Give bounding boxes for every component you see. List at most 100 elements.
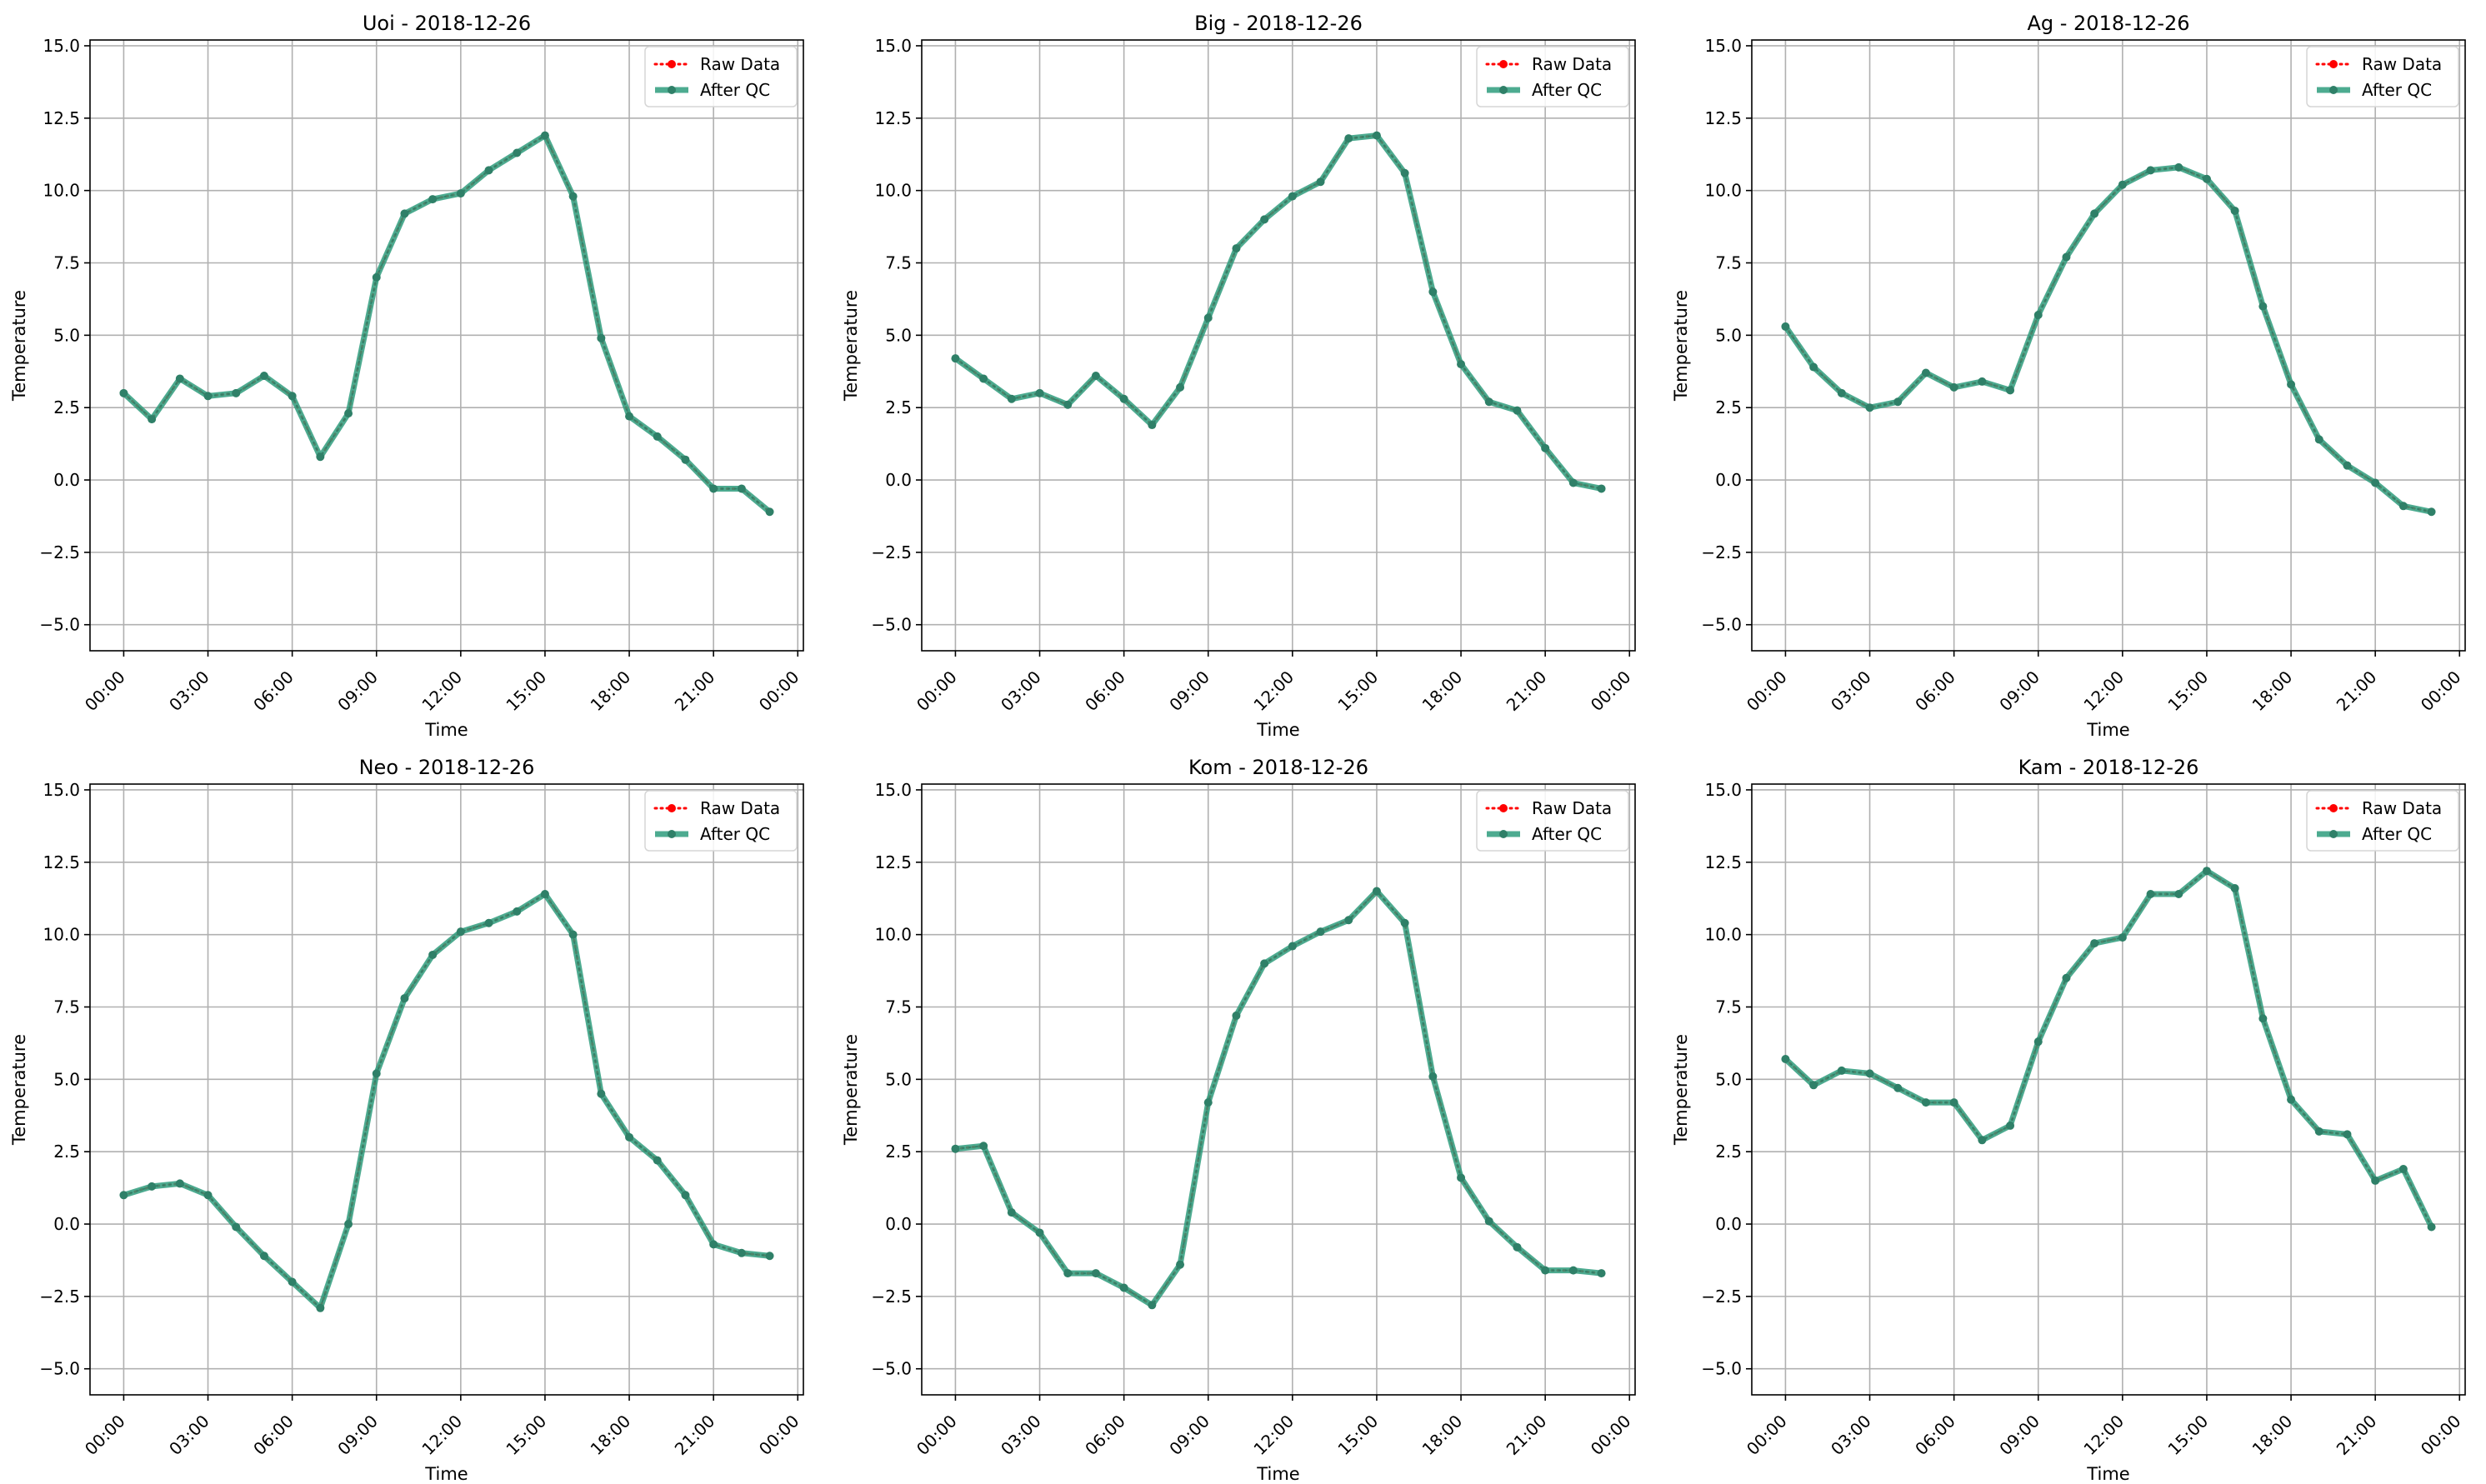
- after-qc-point: [1316, 927, 1325, 937]
- after-qc-point: [1400, 168, 1409, 177]
- series-line-after-qc: [1783, 867, 2434, 1229]
- after-qc-point: [148, 415, 157, 424]
- after-qc-point: [1865, 1069, 1874, 1078]
- series-line-after-qc: [1783, 164, 2433, 515]
- after-qc-point: [456, 189, 465, 198]
- after-qc-point: [288, 392, 297, 401]
- x-axis-label: Time: [1256, 1464, 1299, 1484]
- subplot-title: Ag - 2018-12-26: [2027, 12, 2189, 35]
- axes-frame: [89, 39, 804, 652]
- after-qc-point: [2258, 1014, 2268, 1023]
- x-tick-label: 15:00: [2164, 667, 2213, 715]
- series-line-after-qc: [123, 891, 770, 1312]
- legend-marker-after-qc: [668, 830, 676, 838]
- y-tick-label: 10.0: [874, 181, 912, 201]
- x-tick-label: 06:00: [1911, 1411, 1959, 1459]
- after-qc-point: [2314, 1127, 2323, 1136]
- after-qc-point: [203, 1191, 213, 1200]
- after-qc-point: [1288, 192, 1297, 201]
- y-axis-label: Temperature: [9, 290, 29, 402]
- y-tick-label: 10.0: [43, 181, 80, 201]
- y-tick-label: 7.5: [53, 997, 80, 1017]
- x-tick-label: 03:00: [1827, 667, 1875, 715]
- axes-frame: [89, 783, 804, 1396]
- axes-frame: [921, 783, 1636, 1396]
- after-qc-point: [1260, 215, 1269, 224]
- after-qc-point: [1203, 1098, 1213, 1107]
- after-qc-point: [400, 994, 409, 1003]
- legend-label-after-qc: After QC: [700, 824, 770, 844]
- subplot-title: Big - 2018-12-26: [1194, 12, 1363, 35]
- after-qc-point: [1176, 1260, 1185, 1269]
- after-qc-point: [316, 1303, 325, 1312]
- x-tick-label: 18:00: [1418, 1411, 1467, 1459]
- x-tick-label: 12:00: [418, 667, 466, 715]
- legend-label-after-qc: After QC: [2362, 80, 2432, 100]
- y-axis-label: Temperature: [1671, 1034, 1691, 1146]
- after-qc-point: [2118, 180, 2127, 189]
- legend-label-after-qc: After QC: [1532, 80, 1602, 100]
- after-qc-point: [1260, 959, 1269, 968]
- x-tick-label: 03:00: [165, 667, 213, 715]
- x-tick-label: 18:00: [1418, 667, 1467, 715]
- y-tick-label: 12.5: [1704, 852, 1742, 872]
- after-qc-point: [2287, 380, 2296, 389]
- after-qc-point: [1809, 1081, 1818, 1090]
- series-line-after-qc-dots: [123, 134, 771, 513]
- x-tick-label: 03:00: [997, 1411, 1045, 1459]
- y-tick-label: −5.0: [871, 1359, 912, 1379]
- after-qc-point: [568, 192, 578, 201]
- after-qc-point: [2090, 939, 2099, 948]
- after-qc-point: [2202, 174, 2211, 183]
- after-qc-point: [1203, 313, 1213, 322]
- y-tick-label: 10.0: [43, 925, 80, 945]
- y-tick-label: 10.0: [1704, 925, 1742, 945]
- after-qc-point: [765, 1252, 774, 1261]
- x-tick-label: 06:00: [1081, 667, 1129, 715]
- y-tick-label: 2.5: [1715, 397, 1742, 417]
- after-qc-point: [979, 374, 988, 383]
- series-line-raw-data: [953, 134, 1603, 490]
- x-tick-label: 06:00: [249, 667, 298, 715]
- x-tick-label: 09:00: [1995, 1411, 2043, 1459]
- after-qc-point: [2314, 435, 2323, 444]
- x-tick-label: 06:00: [249, 1411, 298, 1459]
- after-qc-point: [1035, 388, 1044, 397]
- y-tick-label: 15.0: [1704, 36, 1742, 56]
- legend-marker-raw-data: [2329, 804, 2338, 812]
- after-qc-point: [1597, 484, 1606, 493]
- after-qc-point: [428, 950, 438, 959]
- after-qc-point: [1541, 1266, 1550, 1275]
- after-qc-point: [1568, 1266, 1578, 1275]
- y-tick-label: 5.0: [1715, 325, 1742, 345]
- x-tick-label: 12:00: [2079, 1411, 2128, 1459]
- x-tick-label: 00:00: [913, 667, 961, 715]
- y-tick-label: 2.5: [53, 397, 80, 417]
- after-qc-point: [1541, 443, 1550, 452]
- x-tick-label: 21:00: [671, 1411, 719, 1459]
- after-qc-point: [1344, 134, 1353, 143]
- x-tick-label: 00:00: [1743, 1411, 1791, 1459]
- after-qc-point: [2006, 386, 2015, 395]
- legend-label-after-qc: After QC: [1532, 824, 1602, 844]
- after-qc-point: [2146, 890, 2155, 899]
- legend-marker-after-qc: [1499, 830, 1508, 838]
- legend: Raw Data After QC: [644, 46, 798, 107]
- after-qc-point: [428, 195, 438, 204]
- x-tick-label: 21:00: [2333, 1411, 2381, 1459]
- after-qc-point: [1091, 371, 1100, 380]
- x-tick-label: 03:00: [1827, 1411, 1875, 1459]
- subplot-title: Kom - 2018-12-26: [1188, 756, 1368, 779]
- legend: Raw Data After QC: [2306, 790, 2459, 852]
- series-line-after-qc-dots: [1784, 166, 2432, 513]
- after-qc-point: [540, 890, 549, 899]
- x-axis-label: Time: [2086, 1464, 2129, 1484]
- after-qc-point: [119, 1191, 128, 1200]
- after-qc-point: [1457, 1173, 1466, 1182]
- legend: Raw Data After QC: [644, 790, 798, 852]
- after-qc-point: [2287, 1095, 2296, 1104]
- y-tick-label: 2.5: [885, 1142, 912, 1162]
- y-tick-label: 15.0: [43, 780, 80, 800]
- y-tick-label: 15.0: [874, 780, 912, 800]
- series-line-raw-data: [122, 892, 772, 1311]
